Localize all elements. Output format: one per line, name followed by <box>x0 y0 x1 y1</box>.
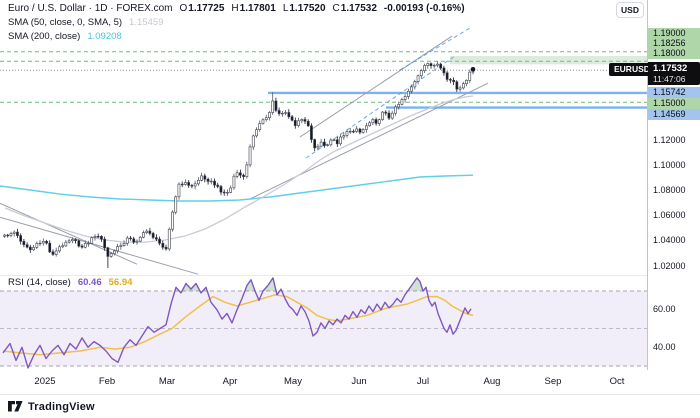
rsi-pane <box>0 277 647 369</box>
footer-bar: TradingView <box>0 394 700 418</box>
time-axis-label: Sep <box>544 376 562 387</box>
ohlc-letter: L <box>282 3 289 14</box>
symbol-price-flag: EURUSD <box>609 62 653 76</box>
rsi-axis-label: 60.00 <box>653 304 676 315</box>
time-axis-label: Jun <box>351 376 367 387</box>
ohlc-value: 1.17725 <box>188 3 225 14</box>
price-level-label: 1.18000 <box>648 47 700 59</box>
ohlc-value: 1.17801 <box>239 3 276 14</box>
chart-canvas[interactable] <box>0 0 700 394</box>
price-axis[interactable]: 1.12000 1.10000 1.08000 1.06000 1.04000 1.020… <box>648 0 700 394</box>
price-level-label: 1.15742 <box>648 86 700 98</box>
time-axis-label: Oct <box>609 376 625 387</box>
ohlc-letter: C <box>332 3 340 14</box>
price-axis-label: 1.02000 <box>653 260 686 271</box>
price-level-label: 1.15000 <box>648 97 700 109</box>
sma200-label: SMA (200, close) <box>8 31 81 42</box>
price-axis-label: 1.12000 <box>653 134 686 145</box>
indicator-legend-sma50[interactable]: SMA (50, close, 0, SMA, 5) 1.15459 <box>8 17 163 28</box>
tradingview-brand-text[interactable]: TradingView <box>28 400 95 413</box>
sma200-line <box>0 174 474 202</box>
symbol-title[interactable]: Euro / U.S. Dollar · 1D · FOREX.com <box>8 3 173 14</box>
sma50-label: SMA (50, close, 0, SMA, 5) <box>8 17 123 28</box>
sma50-value: 1.15459 <box>129 17 164 28</box>
chart-legend[interactable]: Euro / U.S. Dollar · 1D · FOREX.com O 1.1… <box>8 3 465 14</box>
ohlc-letter: H <box>231 3 239 14</box>
price-level-label: 1.19000 <box>648 27 700 39</box>
indicator-legend-sma200[interactable]: SMA (200, close) 1.09208 <box>8 31 122 42</box>
price-level-label: 1.14569 <box>648 108 700 120</box>
current-price: 1.17532 <box>653 63 688 74</box>
change-value: -0.00193 (-0.16%) <box>383 3 465 14</box>
price-axis-label: 1.08000 <box>653 184 686 195</box>
price-axis-label: 1.04000 <box>653 235 686 246</box>
time-axis[interactable]: 2025 Feb Mar Apr May Jun Jul Aug Sep Oct <box>0 370 700 394</box>
price-pane <box>0 27 647 275</box>
currency-usd-button[interactable]: USD <box>616 2 644 18</box>
rsi-label: RSI (14, close) <box>8 277 71 288</box>
price-axis-label: 1.10000 <box>653 159 686 170</box>
sma200-value: 1.09208 <box>87 31 122 42</box>
time-axis-label: Aug <box>483 376 501 387</box>
rsi-line <box>2 277 472 369</box>
time-axis-label: May <box>284 376 302 387</box>
rsi-ma-line <box>2 294 474 356</box>
time-axis-label: Mar <box>158 376 176 387</box>
time-axis-label: Jul <box>416 376 430 387</box>
rsi-axis-label: 40.00 <box>653 341 676 352</box>
price-level-label: 1.18256 <box>648 37 700 49</box>
time-axis-label: 2025 <box>34 376 56 387</box>
time-axis-label: Feb <box>98 376 116 387</box>
price-axis-label: 1.06000 <box>653 210 686 221</box>
bar-countdown: 11:47:06 <box>653 74 686 84</box>
last-price-dot <box>470 67 476 72</box>
time-axis-label: Apr <box>222 376 238 387</box>
indicator-legend-rsi[interactable]: RSI (14, close) 60.46 56.94 <box>8 277 132 288</box>
sma50-line <box>4 95 474 243</box>
tradingview-logo-icon[interactable] <box>8 400 23 413</box>
rsi-value: 60.46 <box>77 277 102 288</box>
current-price-label: 1.17532 11:47:06 <box>648 62 700 85</box>
ohlc-letter: O <box>179 3 188 14</box>
ohlc-value: 1.17532 <box>340 3 377 14</box>
ohlc-value: 1.17520 <box>289 3 326 14</box>
ohlc-values: O 1.17725 H 1.17801 L 1.17520 C 1.17532 <box>179 3 376 14</box>
rsi-ma-value: 56.94 <box>108 277 133 288</box>
